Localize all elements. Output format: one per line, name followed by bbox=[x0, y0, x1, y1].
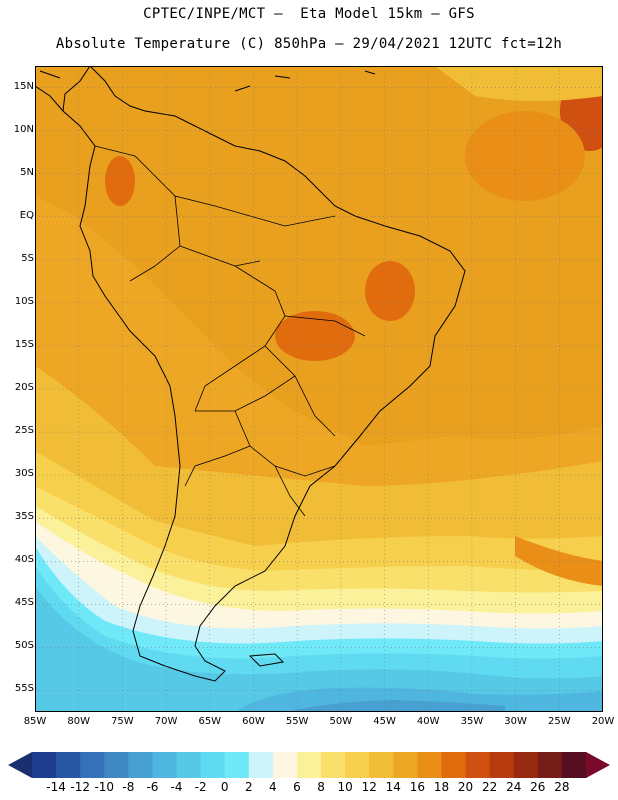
lon-label: 35W bbox=[460, 716, 484, 727]
colorbar-swatch bbox=[104, 752, 129, 778]
colorbar-tick-label: -14 bbox=[46, 780, 66, 794]
graticule bbox=[35, 66, 603, 712]
lon-label: 40W bbox=[416, 716, 440, 727]
lat-label: 30S bbox=[14, 468, 34, 480]
colorbar-swatch bbox=[248, 752, 274, 778]
colorbar-swatch bbox=[56, 752, 81, 778]
lon-label: 75W bbox=[111, 716, 134, 727]
colorbar-swatch bbox=[441, 752, 467, 778]
colorbar-swatch bbox=[128, 752, 153, 778]
lon-label: 20W bbox=[591, 716, 615, 727]
colorbar-swatch bbox=[321, 752, 346, 778]
colorbar-tick-label: -8 bbox=[122, 780, 135, 794]
lat-label: 45S bbox=[14, 597, 34, 609]
colorbar bbox=[8, 752, 610, 778]
field-18 bbox=[35, 66, 603, 446]
colorbar-swatch bbox=[224, 752, 250, 778]
colorbar-swatch bbox=[465, 752, 491, 778]
colorbar-swatch bbox=[369, 752, 394, 778]
colorbar-swatch bbox=[393, 752, 418, 778]
cool-patch-caribbean bbox=[435, 66, 603, 101]
lat-label: EQ bbox=[19, 209, 34, 221]
colorbar-swatch bbox=[296, 752, 322, 778]
colorbar-swatch bbox=[417, 752, 442, 778]
lon-label: 65W bbox=[198, 716, 222, 727]
colorbar-swatch bbox=[561, 752, 587, 778]
lat-label: 10S bbox=[14, 295, 34, 307]
colorbar-swatch bbox=[537, 752, 563, 778]
colorbar-swatch bbox=[32, 752, 57, 778]
colorbar-tick-label: 20 bbox=[457, 780, 474, 794]
lon-label: 45W bbox=[373, 716, 396, 727]
colorbar-tick-label: -10 bbox=[94, 780, 115, 794]
colorbar-tick-label: 6 bbox=[293, 780, 301, 794]
colorbar-tick-label: -6 bbox=[146, 780, 159, 794]
colorbar-swatch bbox=[200, 752, 226, 778]
colorbar-swatch bbox=[272, 752, 298, 778]
map-frame bbox=[35, 66, 603, 712]
colorbar-swatch bbox=[513, 752, 539, 778]
lat-label: 25S bbox=[14, 425, 34, 437]
lat-label: 55S bbox=[14, 683, 34, 695]
title-line-2: Absolute Temperature (C) 850hPa – 29/04/… bbox=[55, 36, 563, 52]
south-america-coastline bbox=[62, 66, 466, 682]
lat-label: 35S bbox=[14, 511, 34, 523]
colorbar-tick-label: 8 bbox=[317, 780, 325, 794]
colorbar-tick-label: 26 bbox=[530, 780, 546, 794]
colorbar-tick-label: 4 bbox=[269, 780, 277, 794]
warm-patch-northeast-brazil bbox=[365, 261, 415, 321]
country-borders bbox=[94, 145, 366, 517]
lon-label: 30W bbox=[504, 716, 527, 727]
lon-label: 70W bbox=[154, 716, 178, 727]
colorbar-low-arrow bbox=[8, 752, 32, 778]
colorbar-tick-label: 10 bbox=[337, 780, 353, 794]
colorbar-tick-label: 12 bbox=[361, 780, 377, 794]
colorbar-tick-label: -12 bbox=[70, 780, 90, 794]
colorbar-tick-label: 18 bbox=[433, 780, 450, 794]
colorbar-tick-label: 28 bbox=[554, 780, 570, 794]
colorbar-tick-label: 22 bbox=[482, 780, 498, 794]
colorbar-swatch bbox=[489, 752, 515, 778]
colorbar-tick-label: 2 bbox=[244, 780, 253, 794]
lat-label: 20S bbox=[14, 382, 34, 393]
colorbar-tick-label: -2 bbox=[194, 780, 207, 794]
colorbar-swatch bbox=[176, 752, 202, 778]
field-neg2-0 bbox=[35, 586, 603, 712]
warm-patch-central-brazil bbox=[275, 311, 355, 361]
lat-label: 5N bbox=[20, 166, 34, 178]
lat-label: 5S bbox=[21, 252, 34, 264]
field-neg6 bbox=[285, 700, 505, 712]
colorbar-swatch bbox=[345, 752, 370, 778]
lat-label: 10N bbox=[13, 123, 34, 135]
lon-label: 55W bbox=[285, 716, 309, 727]
caribbean-outline bbox=[35, 70, 376, 112]
lat-label: 15N bbox=[13, 80, 34, 92]
warm-patch-colombia bbox=[105, 156, 135, 206]
lat-label: 50S bbox=[14, 640, 34, 652]
colorbar-high-arrow bbox=[586, 752, 610, 778]
colorbar-swatch bbox=[152, 752, 178, 778]
colorbar-swatch bbox=[80, 752, 105, 778]
lat-label: 40S bbox=[14, 554, 34, 566]
colorbar-tick-label: 0 bbox=[220, 780, 229, 794]
warm-patch-atlantic bbox=[465, 111, 585, 201]
lon-label: 80W bbox=[67, 716, 90, 727]
lat-label: 15S bbox=[14, 338, 34, 350]
lon-label: 25W bbox=[547, 716, 571, 727]
colorbar-tick-label: 14 bbox=[385, 780, 401, 794]
lon-label: 50W bbox=[329, 716, 353, 727]
lon-label: 85W bbox=[23, 716, 47, 727]
falkland-islands bbox=[248, 653, 285, 667]
title-line-1: CPTEC/INPE/MCT – Eta Model 15km – GFS bbox=[143, 6, 475, 22]
colorbar-tick-label: 16 bbox=[409, 780, 426, 794]
temperature-map bbox=[35, 66, 603, 712]
colorbar-tick-label: -4 bbox=[170, 780, 183, 794]
lon-label: 60W bbox=[242, 716, 265, 727]
colorbar-tick-label: 24 bbox=[506, 780, 522, 794]
